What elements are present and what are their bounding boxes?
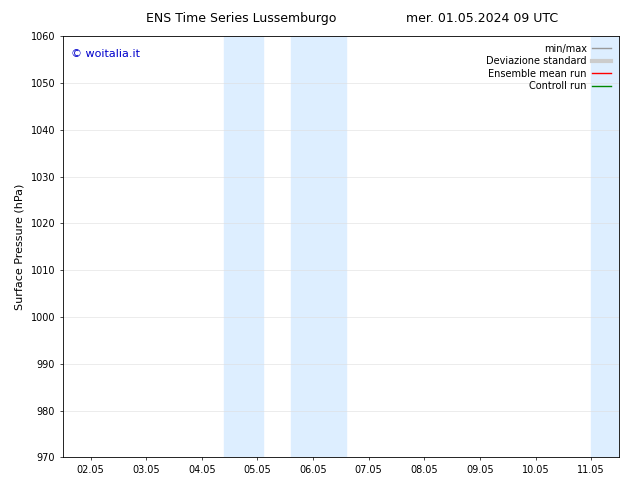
Bar	[591, 36, 619, 457]
Text: ENS Time Series Lussemburgo: ENS Time Series Lussemburgo	[146, 12, 336, 25]
Bar	[291, 36, 346, 457]
Y-axis label: Surface Pressure (hPa): Surface Pressure (hPa)	[15, 184, 25, 310]
Text: mer. 01.05.2024 09 UTC: mer. 01.05.2024 09 UTC	[406, 12, 558, 25]
Text: © woitalia.it: © woitalia.it	[71, 49, 140, 59]
Bar	[224, 36, 263, 457]
Legend: min/max, Deviazione standard, Ensemble mean run, Controll run: min/max, Deviazione standard, Ensemble m…	[484, 41, 614, 94]
